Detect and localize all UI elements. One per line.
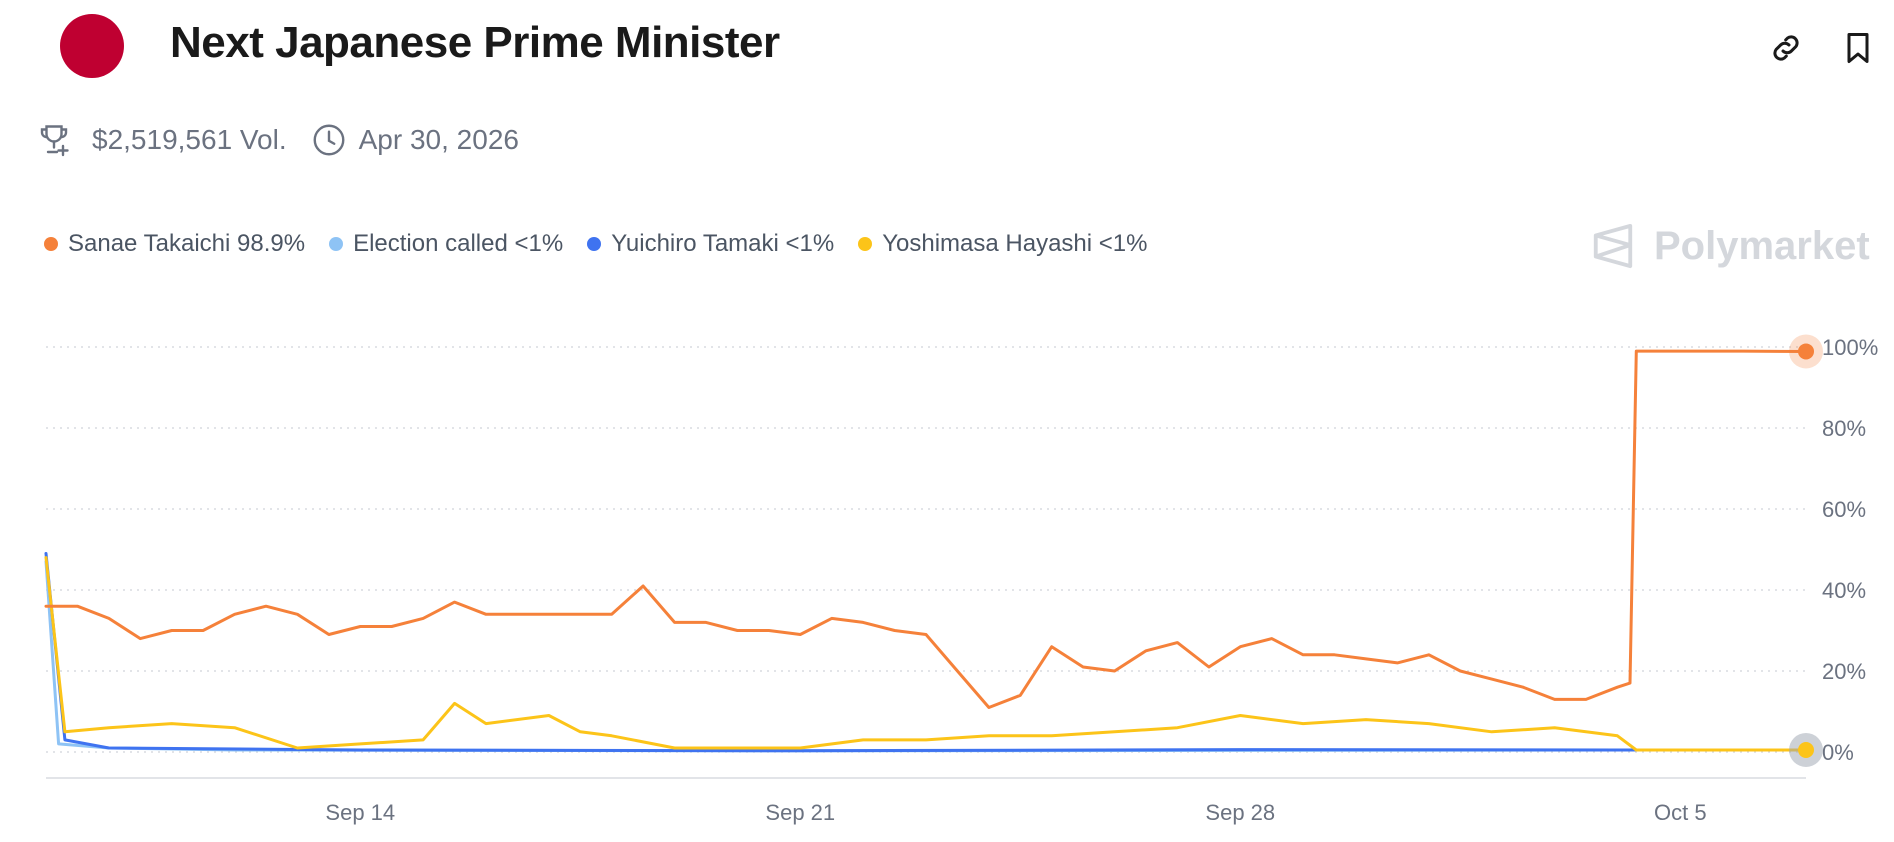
series-line <box>44 556 1808 752</box>
y-tick-label: 100% <box>1822 335 1878 360</box>
brand-name: Polymarket <box>1654 223 1870 268</box>
page-title: Next Japanese Prime Minister <box>170 18 780 67</box>
market-meta: $2,519,561 Vol. Apr 30, 2026 <box>36 122 543 158</box>
legend-dot <box>44 237 58 251</box>
japan-flag-icon <box>60 14 124 78</box>
y-tick-label: 80% <box>1822 416 1866 441</box>
link-icon[interactable] <box>1768 30 1804 66</box>
x-tick-label: Sep 28 <box>1205 800 1275 825</box>
series-end-point <box>1798 343 1814 360</box>
x-tick-label: Oct 5 <box>1654 800 1707 825</box>
series-line <box>44 560 1808 753</box>
bookmark-icon[interactable] <box>1840 30 1876 66</box>
legend-label: Yoshimasa Hayashi <1% <box>882 230 1148 257</box>
x-tick-label: Sep 21 <box>765 800 835 825</box>
legend-dot <box>858 237 873 251</box>
legend-label: Sanae Takaichi 98.9% <box>68 230 306 257</box>
series-end-point <box>1798 741 1814 758</box>
series-line <box>44 552 1808 753</box>
clock-icon <box>313 124 345 156</box>
legend-label: Yuichiro Tamaki <1% <box>611 230 835 257</box>
polymarket-logo-icon <box>1593 223 1633 269</box>
end-date: Apr 30, 2026 <box>311 122 519 158</box>
legend-item-tamaki[interactable]: Yuichiro Tamaki <1% <box>587 230 834 258</box>
volume-text: $2,519,561 Vol. <box>92 124 287 155</box>
legend-item-hayashi[interactable]: Yoshimasa Hayashi <1% <box>858 230 1147 258</box>
y-tick-label: 20% <box>1822 659 1866 684</box>
volume: $2,519,561 Vol. <box>36 122 287 158</box>
y-tick-label: 60% <box>1822 497 1866 522</box>
y-tick-label: 40% <box>1822 578 1866 603</box>
legend-dot <box>587 237 602 251</box>
legend-dot <box>329 237 344 251</box>
legend-item-takaichi[interactable]: Sanae Takaichi 98.9% <box>44 230 305 258</box>
chart-legend: Sanae Takaichi 98.9% Election called <1%… <box>44 230 1171 258</box>
legend-item-election[interactable]: Election called <1% <box>329 230 563 258</box>
legend-label: Election called <1% <box>353 230 564 257</box>
series-line <box>44 349 1808 709</box>
trophy-icon <box>40 125 69 157</box>
end-date-text: Apr 30, 2026 <box>358 124 519 155</box>
y-tick-label: 0% <box>1822 740 1854 765</box>
polymarket-brand: Polymarket <box>1590 222 1870 270</box>
x-tick-label: Sep 14 <box>325 800 395 825</box>
